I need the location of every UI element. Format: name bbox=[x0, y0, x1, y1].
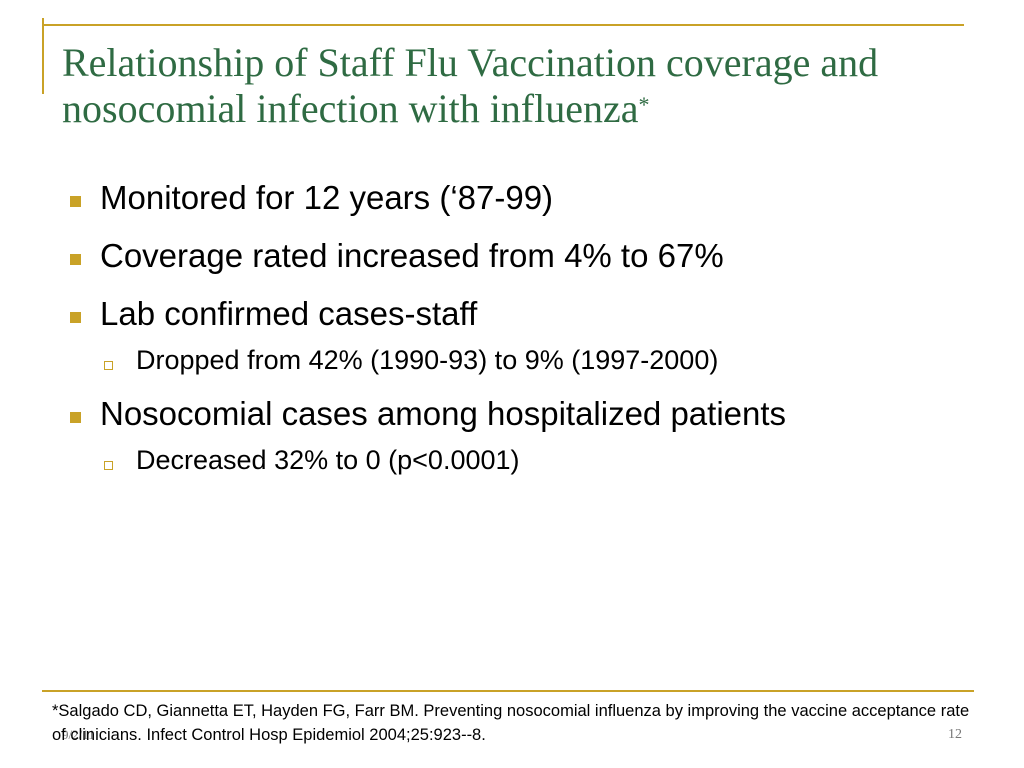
sub-bullet-text: Decreased 32% to 0 (p<0.0001) bbox=[136, 445, 520, 475]
sub-bullet-text: Dropped from 42% (1990-93) to 9% (1997-2… bbox=[136, 345, 719, 375]
citation-footnote: *Salgado CD, Giannetta ET, Hayden FG, Fa… bbox=[52, 702, 970, 744]
page-number: 12 bbox=[948, 727, 962, 742]
slide-title-text: Relationship of Staff Flu Vaccination co… bbox=[62, 40, 879, 131]
slide-date: 9/2/11 bbox=[62, 727, 95, 742]
square-bullet-icon bbox=[62, 176, 100, 220]
slide-title: Relationship of Staff Flu Vaccination co… bbox=[62, 40, 992, 132]
square-bullet-icon bbox=[62, 234, 100, 278]
bullet-item: Coverage rated increased from 4% to 67% bbox=[62, 234, 962, 278]
bullet-item: Monitored for 12 years (‘87-99) bbox=[62, 176, 962, 220]
bullet-text: Lab confirmed cases-staff bbox=[100, 295, 478, 332]
title-footnote-marker: * bbox=[638, 92, 650, 117]
bullet-text: Monitored for 12 years (‘87-99) bbox=[100, 179, 554, 216]
frame-top-line bbox=[42, 24, 964, 26]
square-bullet-icon bbox=[62, 292, 100, 336]
square-bullet-icon bbox=[62, 392, 100, 436]
bullet-text: Nosocomial cases among hospitalized pati… bbox=[100, 395, 787, 432]
bullet-item: Lab confirmed cases-staff bbox=[62, 292, 962, 336]
sub-bullet-item: Dropped from 42% (1990-93) to 9% (1997-2… bbox=[100, 342, 962, 378]
frame-left-line bbox=[42, 18, 44, 94]
bullet-text: Coverage rated increased from 4% to 67% bbox=[100, 237, 724, 274]
hollow-square-bullet-icon bbox=[100, 442, 136, 478]
hollow-square-bullet-icon bbox=[100, 342, 136, 378]
sub-bullet-item: Decreased 32% to 0 (p<0.0001) bbox=[100, 442, 962, 478]
bullet-item: Nosocomial cases among hospitalized pati… bbox=[62, 392, 962, 436]
footer-divider bbox=[42, 690, 974, 692]
bullet-list: Monitored for 12 years (‘87-99) Coverage… bbox=[62, 176, 962, 492]
